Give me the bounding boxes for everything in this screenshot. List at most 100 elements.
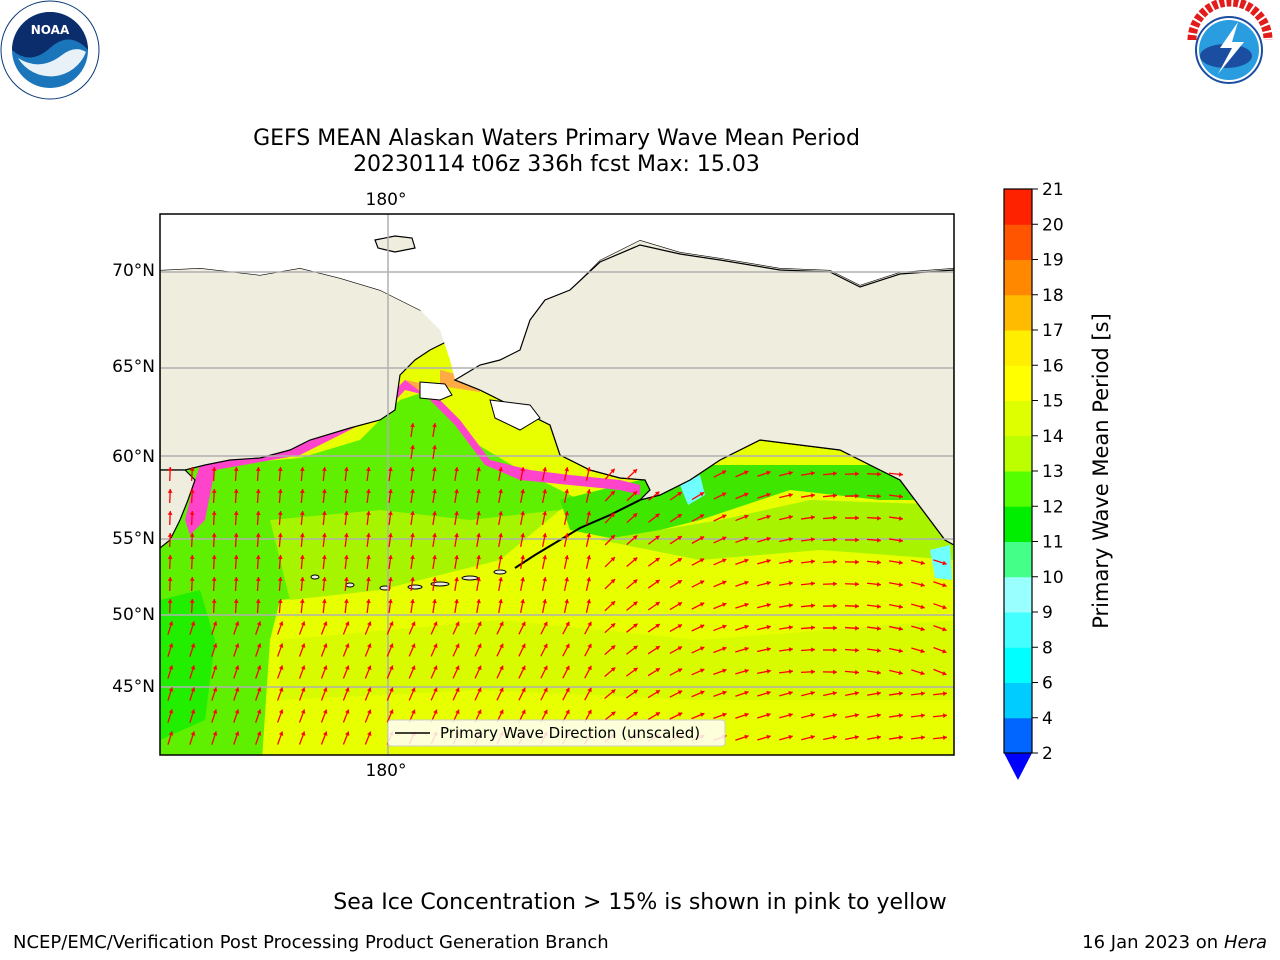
wave-arrow-head: [321, 533, 327, 538]
wave-arrow-head: [565, 687, 570, 693]
wave-arrow-head: [832, 690, 837, 696]
wave-arrow-head: [211, 555, 217, 559]
wave-arrow-head: [211, 577, 217, 581]
wave-arrow-head: [432, 467, 437, 472]
wave-arrow-head: [233, 555, 239, 559]
wave-arrow-head: [322, 687, 328, 692]
wave-arrow-head: [877, 471, 881, 477]
wave-arrow-head: [321, 467, 327, 472]
wave-arrow-head: [278, 665, 284, 670]
wave-arrow-head: [299, 511, 305, 516]
wave-arrow-head: [477, 643, 482, 649]
wave-arrow-head: [633, 667, 638, 673]
wave-arrow-head: [699, 536, 705, 541]
wave-arrow-head: [256, 709, 262, 714]
wave-arrow-head: [677, 514, 682, 519]
wave-arrow-head: [410, 423, 415, 428]
wave-arrow-head: [321, 511, 327, 516]
wave-arrow-head: [168, 665, 174, 670]
wave-arrow-head: [168, 643, 174, 648]
wave-arrow-head: [811, 669, 815, 675]
wave-arrow-head: [677, 712, 683, 717]
wave-arrow-head: [920, 582, 925, 588]
wave-arrow-head: [277, 489, 283, 494]
wave-arrow-head: [920, 604, 925, 610]
wave-arrow-head: [655, 624, 660, 629]
wave-arrow-head: [344, 621, 350, 626]
wave-arrow-head: [655, 513, 660, 518]
footer-host: Hera: [1223, 932, 1267, 953]
wave-arrow-head: [587, 665, 592, 671]
wave-arrow-head: [366, 599, 371, 604]
colorbar-tick-label: 21: [1042, 180, 1064, 200]
wave-arrow-head: [854, 669, 859, 675]
wave-arrow-head: [610, 468, 615, 474]
wave-arrow-head: [234, 687, 240, 692]
land-alaska-main: [453, 244, 954, 546]
wave-arrow-head: [810, 471, 815, 476]
wave-arrow-head: [432, 555, 437, 560]
colorbar-extend-triangle: [1004, 753, 1032, 780]
wave-arrow-head: [256, 621, 262, 626]
colorbar-tick-label: 18: [1042, 286, 1064, 306]
wave-arrow-head: [278, 621, 284, 626]
wave-arrow-head: [810, 493, 815, 498]
wave-arrow-head: [234, 665, 240, 670]
colorbar-tick-label: 2: [1042, 744, 1053, 764]
wave-arrow-head: [721, 492, 727, 497]
wave-arrow-head: [632, 579, 638, 584]
wave-arrow-head: [521, 709, 526, 715]
wave-arrow-head: [520, 467, 525, 472]
wave-arrow-head: [189, 467, 195, 471]
wave-arrow-head: [521, 665, 526, 671]
wave-arrow-head: [343, 511, 349, 516]
wave-arrow-head: [788, 603, 793, 608]
wave-arrow-head: [677, 536, 682, 541]
wave-arrow-head: [632, 469, 638, 474]
wave-arrow-head: [343, 467, 349, 472]
wave-arrow-head: [766, 669, 771, 674]
colorbar-tick-label: 20: [1042, 215, 1064, 235]
wave-arrow-head: [190, 731, 196, 736]
wave-arrow-head: [655, 690, 660, 695]
colorbar-tick-label: 6: [1042, 674, 1053, 694]
wave-arrow-head: [586, 467, 592, 472]
wave-arrow-head: [521, 621, 526, 627]
wave-arrow-head: [521, 687, 526, 693]
wave-arrow-head: [610, 711, 616, 716]
wave-arrow-head: [388, 555, 393, 560]
wave-arrow-head: [344, 731, 350, 736]
wave-arrow-head: [499, 621, 504, 627]
wave-arrow-head: [343, 555, 349, 560]
arctic-sea: [160, 214, 954, 380]
wave-arrow-head: [520, 555, 525, 560]
wave-arrow-head: [432, 489, 437, 494]
wave-arrow-head: [610, 557, 615, 562]
wave-arrow-head: [256, 665, 262, 670]
wave-arrow-head: [721, 470, 727, 475]
footer-date-host: 16 Jan 2023 on Hera: [1082, 932, 1267, 953]
wave-arrow-head: [942, 691, 947, 697]
wave-arrow-head: [299, 467, 305, 472]
wave-arrow-head: [876, 735, 881, 740]
wave-arrow-head: [898, 670, 903, 676]
wave-arrow-head: [832, 712, 837, 718]
wave-arrow-head: [766, 514, 771, 520]
wave-arrow-head: [498, 577, 503, 582]
wave-arrow-head: [189, 489, 195, 493]
wave-arrow-head: [788, 581, 793, 586]
wave-arrow-head: [167, 599, 173, 603]
wave-arrow-head: [410, 445, 415, 450]
wave-arrow-head: [477, 709, 482, 715]
wave-arrow-head: [677, 558, 682, 563]
colorbar-band: [1004, 365, 1032, 401]
wave-arrow-head: [476, 533, 481, 538]
wave-arrow-head: [520, 533, 525, 538]
wave-arrow-head: [234, 621, 240, 626]
wave-arrow-head: [942, 604, 947, 610]
wave-arrow-head: [498, 467, 503, 472]
lat-label-50: 50°N: [112, 605, 155, 625]
wave-arrow-head: [256, 731, 262, 736]
wave-arrow-head: [389, 687, 394, 692]
land-chukotka: [160, 267, 451, 471]
